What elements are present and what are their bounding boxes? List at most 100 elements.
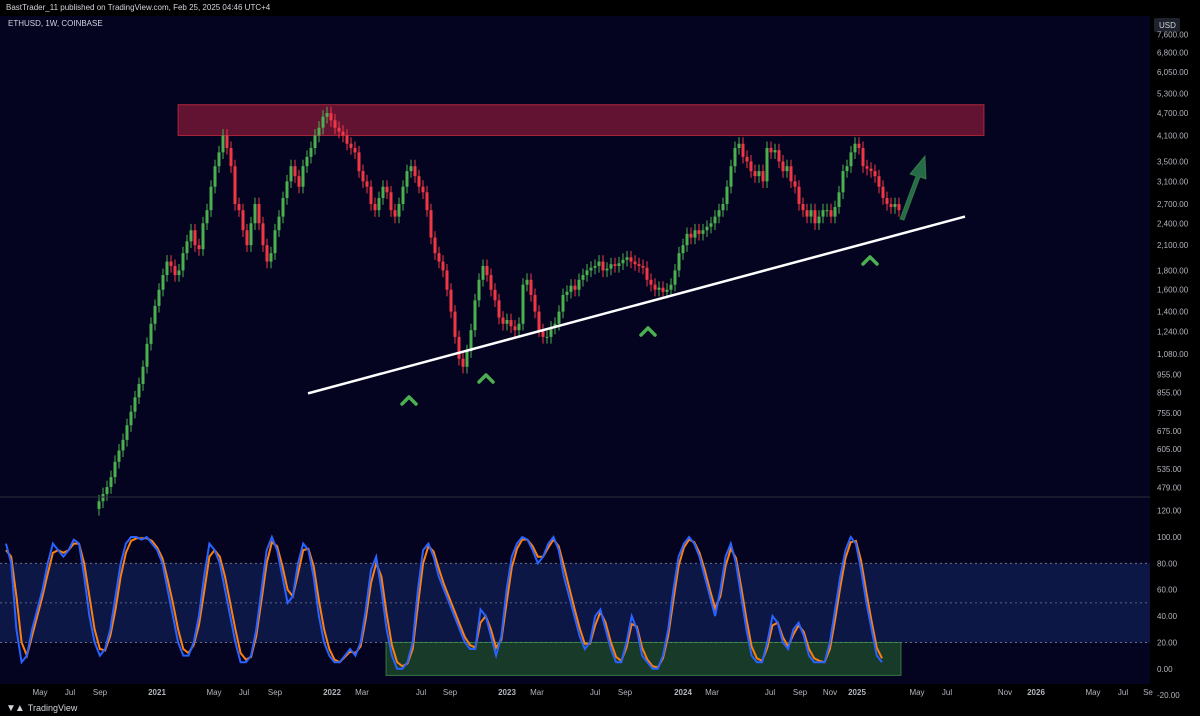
candle-body xyxy=(881,186,885,199)
candle-body xyxy=(297,176,301,187)
candle-body xyxy=(177,270,181,276)
candles-group xyxy=(97,106,901,516)
buy-marker-icon xyxy=(477,373,495,384)
stoch-tick-label: -20.00 xyxy=(1157,691,1180,700)
candle-body xyxy=(849,152,853,167)
candle-body xyxy=(301,166,305,187)
candle-body xyxy=(717,210,721,217)
published-by-header: BastTrader_11 published on TradingView.c… xyxy=(0,0,1200,16)
time-tick-label: 2024 xyxy=(674,688,692,697)
time-tick-label: 2026 xyxy=(1027,688,1045,697)
currency-label: USD xyxy=(1159,21,1176,30)
projection-arrow[interactable] xyxy=(899,154,927,221)
time-tick-label: Mar xyxy=(355,688,369,697)
candle-body xyxy=(457,336,461,359)
candle-body xyxy=(781,161,785,172)
candle-body xyxy=(145,343,149,367)
candle-body xyxy=(801,203,805,211)
candle-body xyxy=(181,253,185,271)
candle-body xyxy=(681,245,685,254)
candle-body xyxy=(245,230,249,246)
price-pane[interactable] xyxy=(97,104,985,516)
candle-body xyxy=(785,166,789,172)
time-axis[interactable] xyxy=(0,684,1150,700)
candle-body xyxy=(253,203,257,224)
currency-badge[interactable] xyxy=(1154,18,1180,32)
candle-body xyxy=(673,270,677,285)
candle-body xyxy=(497,300,501,318)
chart-area[interactable]: ETHUSD, 1W, COINBASE USD 7,600.00 6,800.0… xyxy=(0,16,1200,700)
candle-body xyxy=(417,176,421,187)
candle-body xyxy=(581,275,585,280)
candle-body xyxy=(705,226,709,231)
price-tick-label: 535.00 xyxy=(1157,465,1182,474)
buy-markers-group xyxy=(400,255,879,406)
price-tick-label: 4,700.00 xyxy=(1157,109,1189,118)
stoch-d-line xyxy=(5,537,883,669)
candle-body xyxy=(593,265,597,268)
tradingview-logo-icon[interactable]: ▼▲ xyxy=(6,702,25,714)
candle-body xyxy=(777,150,781,162)
candle-body xyxy=(821,210,825,217)
footer-brand[interactable]: TradingView xyxy=(27,703,78,713)
candle-body xyxy=(341,131,345,136)
candle-body xyxy=(285,181,289,199)
candle-body xyxy=(433,237,437,254)
price-axis[interactable] xyxy=(1150,16,1200,700)
stoch-tick-label: 120.00 xyxy=(1157,507,1182,516)
candle-body xyxy=(141,366,145,385)
stoch-tick-label: 80.00 xyxy=(1157,559,1178,568)
candle-body xyxy=(477,279,481,301)
candle-body xyxy=(837,192,841,208)
price-tick-label: 955.00 xyxy=(1157,370,1182,379)
candle-body xyxy=(365,181,369,187)
candle-body xyxy=(349,143,353,148)
candle-body xyxy=(129,411,133,426)
candle-body xyxy=(637,264,641,266)
stoch-tick-label: 100.00 xyxy=(1157,533,1182,542)
candle-body xyxy=(629,257,633,262)
candle-body xyxy=(221,135,225,153)
candle-body xyxy=(397,203,401,217)
price-tick-label: 855.00 xyxy=(1157,388,1182,397)
candle-body xyxy=(401,186,405,204)
time-tick-label: Jul xyxy=(65,688,75,697)
candle-body xyxy=(425,192,429,211)
candle-body xyxy=(533,294,537,312)
candle-body xyxy=(569,285,573,292)
candle-body xyxy=(729,166,733,187)
stoch-axis-ticks: 120.00 100.00 80.00 60.00 40.00 20.00 0.00 -20.… xyxy=(1157,507,1182,700)
support-trendline[interactable] xyxy=(307,215,966,395)
candle-body xyxy=(197,245,201,250)
candle-body xyxy=(597,261,601,266)
candle-body xyxy=(589,267,593,271)
price-tick-label: 1,600.00 xyxy=(1157,286,1189,295)
candle-body xyxy=(265,245,269,262)
candle-body xyxy=(117,450,121,462)
price-axis-ticks: 7,600.00 6,800.00 6,050.00 5,300.00 4,700.00… xyxy=(1157,30,1189,492)
time-tick-label: Mar xyxy=(705,688,719,697)
candle-body xyxy=(201,223,205,250)
stochastic-pane[interactable] xyxy=(0,534,1150,676)
time-tick-label: 2022 xyxy=(323,688,341,697)
candle-body xyxy=(829,210,833,217)
candle-body xyxy=(537,311,541,331)
time-tick-label: Nov xyxy=(823,688,837,697)
candle-body xyxy=(725,186,729,204)
candle-body xyxy=(521,284,525,324)
candle-body xyxy=(857,143,861,148)
candle-body xyxy=(577,279,581,290)
time-tick-label: Jul xyxy=(239,688,249,697)
candle-body xyxy=(813,210,817,224)
candle-body xyxy=(825,210,829,212)
time-tick-label: Mar xyxy=(530,688,544,697)
time-tick-label: Sep xyxy=(618,688,633,697)
candle-body xyxy=(633,261,637,265)
candle-body xyxy=(357,152,361,172)
candle-body xyxy=(469,330,473,352)
time-tick-label: May xyxy=(909,688,924,697)
candle-body xyxy=(885,198,889,204)
resistance-zone[interactable] xyxy=(177,104,985,137)
candle-body xyxy=(517,323,521,331)
time-tick-label: Sep xyxy=(443,688,458,697)
